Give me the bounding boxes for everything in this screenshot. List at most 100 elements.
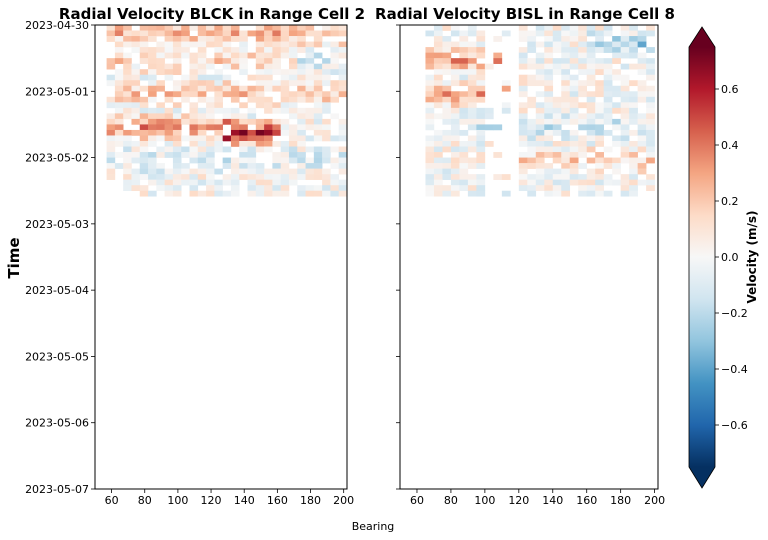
heatmap-cell bbox=[637, 30, 647, 37]
heatmap-cell bbox=[206, 135, 215, 142]
heatmap-cell bbox=[467, 96, 477, 103]
heatmap-cell bbox=[172, 152, 182, 158]
heatmap-cell bbox=[476, 118, 486, 125]
heatmap-cell bbox=[459, 179, 469, 186]
heatmap-cell bbox=[612, 135, 621, 142]
x-tick-label: 100 bbox=[474, 494, 495, 507]
heatmap-cell bbox=[247, 146, 257, 153]
heatmap-cell bbox=[586, 190, 596, 197]
heatmap-cell bbox=[197, 74, 207, 81]
heatmap-cell bbox=[106, 118, 116, 125]
heatmap-cell bbox=[322, 124, 331, 131]
y-tick-label: 2023-05-05 bbox=[25, 350, 89, 363]
heatmap-cell bbox=[230, 25, 240, 31]
heatmap-cell bbox=[535, 102, 545, 109]
heatmap-cell bbox=[629, 96, 638, 103]
heatmap-cell bbox=[247, 30, 257, 37]
heatmap-cell bbox=[214, 179, 223, 186]
heatmap-cell bbox=[467, 107, 477, 114]
heatmap-cell bbox=[264, 52, 273, 59]
heatmap-cell bbox=[123, 152, 132, 158]
heatmap-cell bbox=[338, 80, 348, 87]
shared-x-label: Bearing bbox=[352, 520, 395, 533]
heatmap-cell bbox=[425, 179, 435, 186]
heatmap-cell bbox=[535, 30, 545, 37]
heatmap-cell bbox=[330, 179, 340, 186]
heatmap-cell bbox=[595, 91, 604, 98]
heatmap-cell bbox=[544, 174, 554, 180]
heatmap-cell bbox=[603, 91, 613, 98]
heatmap-cell bbox=[272, 174, 281, 180]
heatmap-cell bbox=[222, 179, 232, 186]
colorbar-body bbox=[689, 47, 715, 467]
heatmap-cell bbox=[189, 41, 199, 48]
heatmap-cell bbox=[433, 91, 443, 98]
heatmap-cell bbox=[264, 69, 273, 76]
heatmap-cell bbox=[603, 58, 613, 64]
heatmap-cell bbox=[313, 80, 323, 87]
heatmap-cell bbox=[264, 129, 273, 136]
heatmap-cell bbox=[114, 163, 124, 169]
heatmap-cell bbox=[139, 58, 149, 64]
heatmap-cell bbox=[467, 146, 477, 153]
heatmap-cell bbox=[106, 63, 116, 70]
heatmap-cell bbox=[239, 157, 248, 164]
heatmap-cell bbox=[578, 63, 588, 70]
heatmap-cell bbox=[467, 190, 477, 197]
heatmap-cell bbox=[139, 141, 149, 147]
heatmap-cell bbox=[552, 152, 562, 158]
heatmap-cell bbox=[264, 58, 273, 64]
heatmap-cell bbox=[239, 124, 248, 131]
heatmap-cell bbox=[450, 129, 460, 136]
heatmap-cell bbox=[603, 30, 613, 37]
panel-bisl: Radial Velocity BISL in Range Cell 8 60 8… bbox=[375, 5, 675, 507]
heatmap-cell bbox=[313, 135, 323, 142]
heatmap-cell bbox=[612, 163, 621, 169]
heatmap-cell bbox=[425, 96, 435, 103]
heatmap-cell bbox=[595, 190, 604, 197]
heatmap-cell bbox=[181, 25, 190, 31]
heatmap-cell bbox=[272, 102, 281, 109]
heatmap-cell bbox=[527, 124, 537, 131]
heatmap-cell bbox=[189, 69, 199, 76]
heatmap-cell bbox=[612, 74, 621, 81]
heatmap-cell bbox=[313, 91, 323, 98]
heatmap-cell bbox=[106, 36, 116, 42]
heatmap-cell bbox=[620, 107, 630, 114]
colorbar-tick-label: 0.2 bbox=[721, 195, 739, 208]
heatmap-cell bbox=[603, 113, 613, 120]
heatmap-cell bbox=[518, 118, 528, 125]
heatmap-cell bbox=[280, 146, 290, 153]
heatmap-cell bbox=[206, 41, 215, 48]
heatmap-cell bbox=[106, 58, 116, 64]
x-tick-label: 80 bbox=[444, 494, 458, 507]
heatmap-cell bbox=[139, 96, 149, 103]
heatmap-cell bbox=[230, 58, 240, 64]
heatmap-cell bbox=[433, 141, 443, 147]
heatmap-cell bbox=[569, 141, 579, 147]
heatmap-cell bbox=[544, 124, 554, 131]
heatmap-cell bbox=[297, 190, 306, 197]
heatmap-cell bbox=[442, 146, 452, 153]
heatmap-cell bbox=[305, 157, 315, 164]
heatmap-cell bbox=[459, 80, 469, 87]
heatmap-cell bbox=[247, 185, 257, 192]
heatmap-cell bbox=[239, 102, 248, 109]
heatmap-cell bbox=[280, 47, 290, 53]
heatmap-cell bbox=[569, 118, 579, 125]
heatmap-cell bbox=[197, 113, 207, 120]
heatmap-cell bbox=[206, 152, 215, 158]
heatmap-cell bbox=[578, 185, 588, 192]
heatmap-cell bbox=[148, 163, 157, 169]
heatmap-cell bbox=[230, 163, 240, 169]
heatmap-cell bbox=[637, 135, 647, 142]
heatmap-cell bbox=[239, 118, 248, 125]
heatmap-cell bbox=[272, 25, 281, 31]
heatmap-cell bbox=[189, 129, 199, 136]
heatmap-cell bbox=[442, 129, 452, 136]
heatmap-cell bbox=[123, 174, 132, 180]
heatmap-cell bbox=[123, 141, 132, 147]
heatmap-cell bbox=[206, 141, 215, 147]
heatmap-cell bbox=[569, 47, 579, 53]
heatmap-cell bbox=[280, 36, 290, 42]
